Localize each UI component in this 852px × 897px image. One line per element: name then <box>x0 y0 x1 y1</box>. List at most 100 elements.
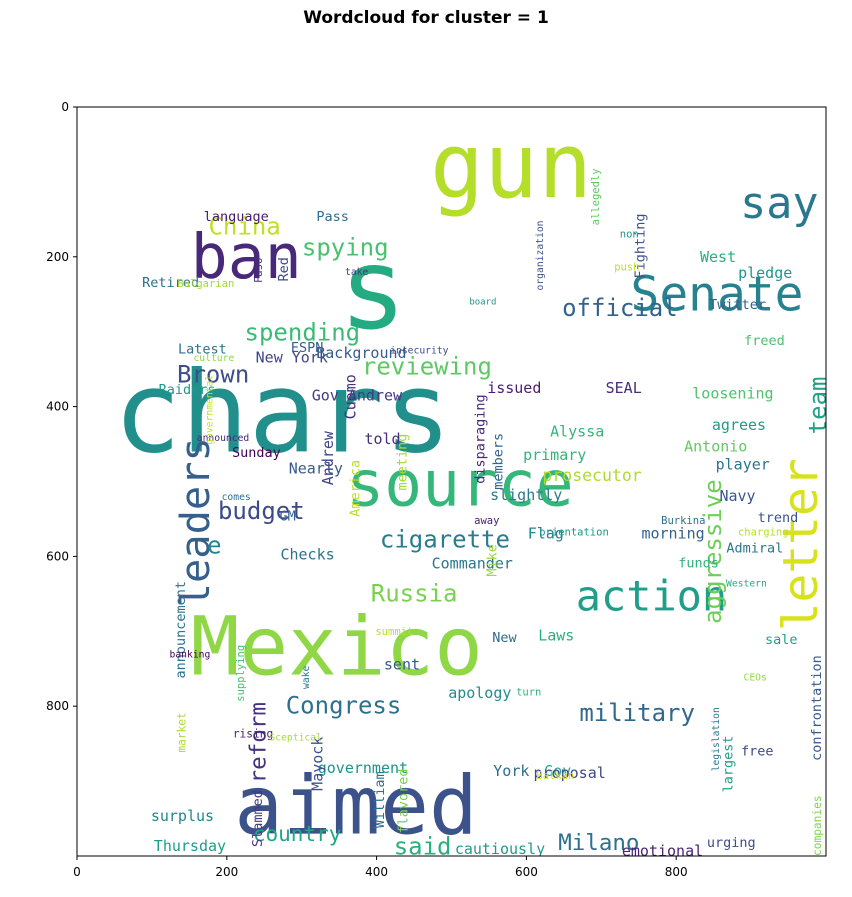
y-tick-label-0: 0 <box>61 100 69 114</box>
word-45: Alyssa <box>550 423 604 441</box>
word-92: William <box>372 771 388 828</box>
word-74: ESPN <box>291 340 324 356</box>
word-77: Twitter <box>709 297 766 313</box>
word-56: agrees <box>712 416 766 434</box>
word-27: Milano <box>558 830 639 856</box>
y-tick-label-1: 200 <box>46 250 69 264</box>
word-108: organization <box>535 221 546 291</box>
word-0: chars <box>113 349 451 479</box>
word-120: wake <box>301 665 312 688</box>
word-64: surplus <box>151 807 214 825</box>
word-15: official <box>562 294 678 322</box>
word-97: market <box>176 712 189 752</box>
x-tick-label-1: 200 <box>215 865 238 879</box>
word-1: gun <box>430 115 592 219</box>
word-18: Congress <box>286 692 402 720</box>
word-121: CEOs <box>743 673 766 684</box>
y-tick-label-2: 400 <box>46 400 69 414</box>
word-4: s <box>339 225 407 355</box>
word-60: Flag <box>528 524 564 542</box>
word-12: cigarette <box>380 525 510 553</box>
word-119: banking <box>169 650 210 661</box>
word-26: said <box>394 833 452 861</box>
word-78: funds <box>678 556 719 572</box>
word-76: freed <box>744 333 785 349</box>
word-100: rising <box>233 728 273 741</box>
word-75: Red <box>276 257 292 281</box>
word-43: Andrew <box>319 430 337 485</box>
word-125: Balkan <box>536 770 574 782</box>
word-123: Sceptical <box>269 733 322 744</box>
word-30: prosecutor <box>542 466 641 485</box>
word-67: language <box>204 209 269 225</box>
word-62: Checks <box>280 545 334 563</box>
word-81: free <box>741 744 774 760</box>
word-73: GM <box>279 508 295 524</box>
word-85: America <box>347 460 363 517</box>
word-127: information <box>573 886 643 897</box>
word-80: trend <box>758 510 799 526</box>
word-34: New York <box>256 348 328 366</box>
word-103: take <box>345 267 368 278</box>
word-116: Burkina <box>661 515 705 527</box>
word-89: New <box>492 630 517 646</box>
word-79: Admiral <box>726 541 783 557</box>
x-tick-label-0: 0 <box>73 865 81 879</box>
word-21: Brown <box>177 361 249 389</box>
word-105: culture <box>193 353 234 364</box>
word-96: companies <box>811 795 824 856</box>
word-55: player <box>716 456 770 474</box>
word-69: Retired <box>142 275 199 291</box>
word-41: proposal <box>534 764 606 782</box>
word-107: allegedly <box>590 168 602 225</box>
word-95: confrontation <box>809 655 825 761</box>
word-83: urging <box>707 835 756 851</box>
word-90: largest <box>720 735 736 792</box>
word-65: Thursday <box>154 837 226 855</box>
word-9: say <box>740 179 818 229</box>
word-93: flavored <box>395 768 411 833</box>
word-35: Nearly <box>289 459 343 477</box>
word-29: e <box>207 531 221 559</box>
word-8: letter <box>774 458 829 631</box>
x-tick-label-3: 600 <box>515 865 538 879</box>
word-63: Mayock <box>309 737 327 791</box>
word-117: away <box>474 515 499 527</box>
word-87: members <box>490 433 506 490</box>
word-52: Background <box>316 344 406 362</box>
word-101: Bulgarian <box>177 278 234 290</box>
word-2: Mexico <box>191 601 483 695</box>
word-39: York <box>493 762 529 780</box>
word-38: government <box>318 759 408 777</box>
word-14: spending <box>245 319 361 347</box>
word-47: issued <box>487 379 541 397</box>
word-16: military <box>579 699 695 727</box>
word-82: sale <box>765 632 798 648</box>
word-99: supplying <box>235 645 247 702</box>
word-54: Antonio <box>684 438 747 456</box>
word-126: pro <box>479 881 498 893</box>
word-110: push <box>614 261 639 273</box>
word-3: aimed <box>234 760 478 854</box>
word-104: insecurity <box>390 345 448 356</box>
word-50: pledge <box>738 264 792 282</box>
word-44: primary <box>523 446 586 464</box>
word-40: Gov <box>544 762 571 780</box>
word-51: West <box>700 248 736 266</box>
word-122: turn <box>516 687 541 699</box>
y-tick-label-4: 800 <box>46 699 69 713</box>
word-57: Navy <box>719 487 755 505</box>
word-32: Cuomo <box>342 374 360 419</box>
word-111: announced <box>197 433 250 444</box>
word-37: apology <box>448 684 511 702</box>
word-106: board <box>469 298 496 308</box>
axis-ticks: 0 200 400 600 800 0 200 400 600 800 <box>46 100 688 879</box>
chart-title: Wordcloud for cluster = 1 <box>303 8 549 28</box>
word-94: announcement <box>173 581 189 679</box>
word-115: charging <box>738 526 789 538</box>
word-10: action <box>576 571 727 620</box>
word-58: Laws <box>538 626 574 644</box>
y-tick-label-3: 600 <box>46 549 69 563</box>
